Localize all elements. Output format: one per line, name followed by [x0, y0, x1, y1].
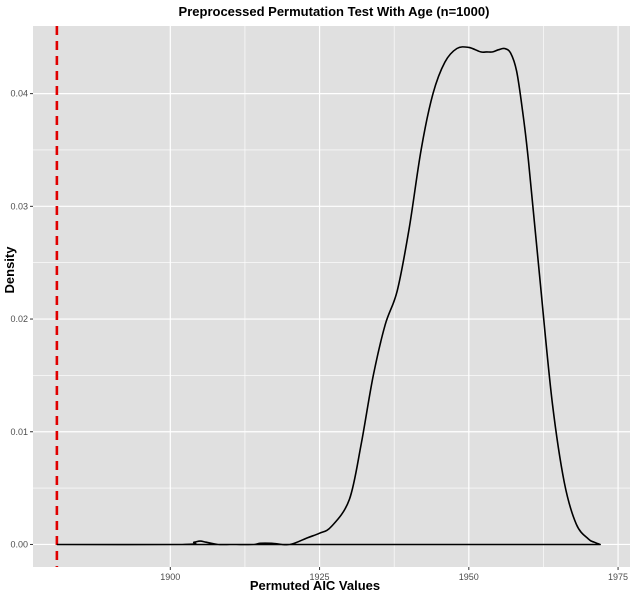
- x-tick-label: 1900: [160, 572, 180, 582]
- chart-title: Preprocessed Permutation Test With Age (…: [179, 4, 490, 19]
- y-tick-label: 0.01: [10, 427, 28, 437]
- y-tick-label: 0.02: [10, 314, 28, 324]
- density-curve: [56, 46, 601, 546]
- x-tick-label: 1925: [310, 572, 330, 582]
- x-axis-title: Permuted AIC Values: [250, 578, 380, 593]
- density-series-group: [56, 46, 601, 546]
- y-axis-title: Density: [2, 246, 17, 294]
- y-tick-label: 0.04: [10, 89, 28, 99]
- plot-panel: [33, 26, 630, 567]
- axis-ticks: 1900 1925 1950 1975 0.00 0.01 0.02 0.03 0.04: [10, 89, 628, 582]
- x-tick-label: 1975: [608, 572, 628, 582]
- y-tick-label: 0.03: [10, 201, 28, 211]
- y-tick-label: 0.00: [10, 539, 28, 549]
- x-tick-label: 1950: [459, 572, 479, 582]
